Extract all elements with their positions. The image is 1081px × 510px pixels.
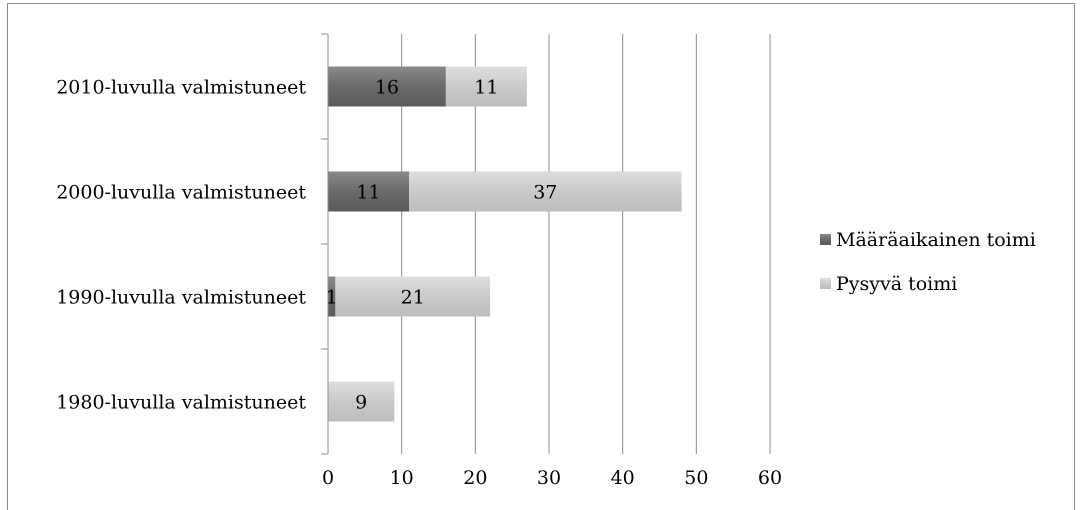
bar-maaraaikainen: [328, 66, 446, 107]
bar-pysyva: [328, 381, 395, 422]
category-label: 1980-luvulla valmistuneet: [56, 392, 306, 414]
legend-label: Määräaikainen toimi: [836, 229, 1036, 251]
x-tick-label: 20: [463, 467, 487, 489]
data-label: 21: [401, 287, 425, 309]
bar-maaraaikainen: [328, 276, 336, 317]
chart-frame: [7, 3, 1075, 510]
bar-pysyva: [409, 171, 682, 212]
data-label: 11: [356, 182, 380, 204]
x-tick-label: 10: [390, 467, 414, 489]
bar-pysyva: [335, 276, 491, 317]
data-label: 37: [533, 182, 557, 204]
bar-maaraaikainen: [328, 171, 410, 212]
x-tick-label: 60: [758, 467, 782, 489]
category-label: 1990-luvulla valmistuneet: [56, 287, 306, 309]
axes: [321, 33, 329, 455]
category-label: 2000-luvulla valmistuneet: [56, 182, 306, 204]
legend-label: Pysyvä toimi: [836, 273, 957, 295]
labels: 0 10 20 30 40 50 60 16 11 2010-luvulla valmistune…: [56, 77, 782, 490]
x-tick-label: 50: [684, 467, 708, 489]
data-label: 9: [355, 392, 367, 414]
data-label: 1: [326, 287, 338, 309]
data-label: 16: [375, 77, 399, 99]
x-tick-label: 40: [611, 467, 635, 489]
bar-pysyva: [445, 66, 527, 107]
x-tick-label: 0: [322, 467, 334, 489]
legend-swatch: [820, 234, 831, 245]
legend-swatch: [820, 278, 831, 289]
data-label: 11: [474, 77, 498, 99]
bars: [328, 66, 682, 422]
x-tick-label: 30: [537, 467, 561, 489]
legend: Määräaikainen toimi Pysyvä toimi: [820, 229, 1036, 295]
category-label: 2010-luvulla valmistuneet: [56, 77, 306, 99]
